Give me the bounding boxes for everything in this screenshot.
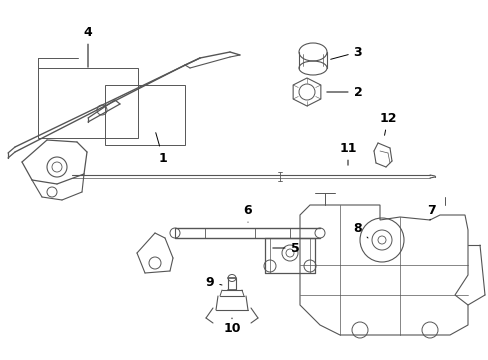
Text: 10: 10 — [223, 318, 240, 334]
Text: 12: 12 — [379, 112, 396, 135]
Text: 7: 7 — [427, 203, 435, 220]
Bar — [38, 68, 138, 138]
Text: 9: 9 — [205, 275, 222, 288]
Bar — [105, 85, 184, 145]
Text: 2: 2 — [326, 86, 362, 99]
Text: 8: 8 — [353, 221, 367, 238]
Text: 1: 1 — [156, 133, 167, 165]
Text: 4: 4 — [83, 26, 92, 67]
Text: 5: 5 — [272, 242, 299, 255]
Text: 3: 3 — [330, 45, 362, 59]
Text: 6: 6 — [243, 203, 252, 222]
Text: 11: 11 — [339, 141, 356, 165]
